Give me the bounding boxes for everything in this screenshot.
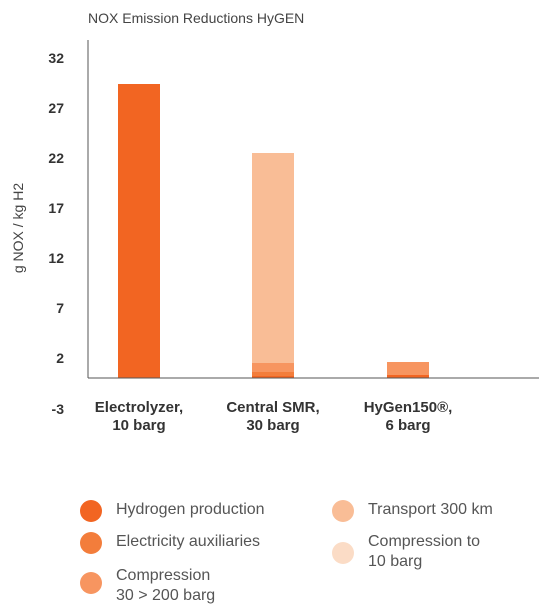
legend-label: Compression 30 > 200 barg: [116, 567, 216, 604]
chart-title: NOX Emission Reductions HyGEN: [88, 10, 305, 26]
legend-item-electricity-auxiliaries: Electricity auxiliaries: [80, 532, 260, 554]
legend-label: Hydrogen production: [116, 501, 265, 518]
legend-label: Electricity auxiliaries: [116, 533, 261, 550]
y-tick-label: -3: [52, 401, 65, 417]
x-tick-label: Central SMR, 30 barg: [226, 399, 319, 434]
legend-item-compression-30-200: Compression 30 > 200 barg: [80, 566, 215, 606]
legend: Hydrogen production Electricity auxiliar…: [80, 496, 539, 610]
x-tick-label: Electrolyzer, 10 barg: [95, 399, 183, 434]
bar-segment: [118, 84, 160, 378]
legend-swatch-icon: [80, 532, 102, 554]
y-tick-label: 17: [48, 200, 64, 216]
y-tick-label: 7: [56, 300, 64, 316]
legend-swatch-icon: [80, 500, 102, 522]
bar-segment: [387, 375, 429, 378]
legend-swatch-icon: [332, 542, 354, 564]
bar-segment: [252, 372, 294, 376]
bar-segment: [252, 363, 294, 372]
y-tick-label: 27: [48, 100, 64, 116]
bar-segment: [387, 362, 429, 375]
bar-segment: [252, 376, 294, 378]
legend-swatch-icon: [80, 572, 102, 594]
legend-swatch-icon: [332, 500, 354, 522]
legend-item-hydrogen-production: Hydrogen production: [80, 500, 265, 522]
y-tick-label: 12: [48, 250, 64, 266]
y-tick-label: 2: [56, 350, 64, 366]
legend-label: Compression to 10 barg: [368, 533, 481, 570]
x-tick-label: HyGen150®, 6 barg: [364, 399, 453, 434]
y-tick-label: 22: [48, 150, 64, 166]
y-tick-label: 32: [48, 50, 64, 66]
legend-item-compression-to-10: Compression to 10 barg: [332, 532, 480, 572]
legend-label: Transport 300 km: [368, 501, 493, 518]
legend-item-transport-300km: Transport 300 km: [332, 500, 493, 522]
bar-segment: [252, 153, 294, 363]
